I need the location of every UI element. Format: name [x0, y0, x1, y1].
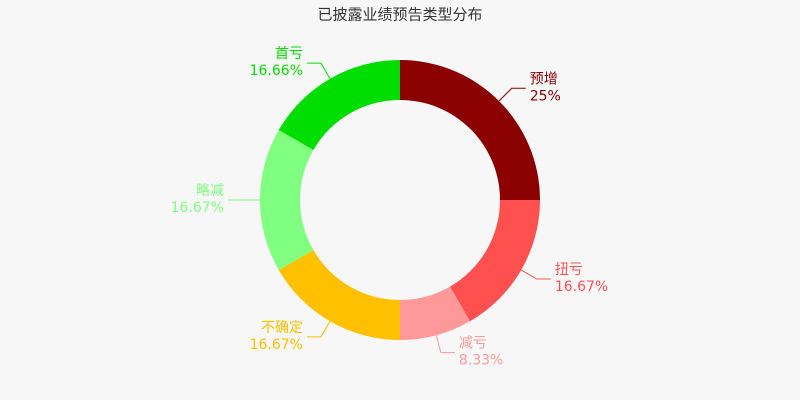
slice — [278, 60, 400, 150]
slice-label: 扭亏 — [555, 262, 583, 278]
slice — [278, 249, 400, 340]
leader-line — [306, 320, 331, 338]
slice-label: 不确定 — [261, 320, 303, 336]
slice — [449, 200, 540, 322]
slice-label: 略减 — [196, 183, 224, 199]
slice-label: 预增 — [530, 71, 558, 87]
leader-line — [307, 62, 331, 79]
leader-line — [435, 335, 455, 354]
slice — [400, 286, 470, 340]
slice — [260, 129, 314, 270]
value-label: 25% — [530, 88, 561, 104]
leader-line — [498, 87, 526, 102]
value-label: 16.67% — [250, 337, 303, 353]
leader-line — [520, 269, 551, 280]
value-label: 8.33% — [459, 353, 503, 369]
slice-label: 减亏 — [459, 336, 487, 352]
slice-label: 首亏 — [275, 46, 303, 62]
slice — [400, 60, 540, 200]
value-label: 16.67% — [171, 200, 224, 216]
value-label: 16.66% — [250, 63, 303, 79]
value-label: 16.67% — [555, 279, 608, 295]
chart-title: 已披露业绩预告类型分布 — [317, 6, 482, 24]
